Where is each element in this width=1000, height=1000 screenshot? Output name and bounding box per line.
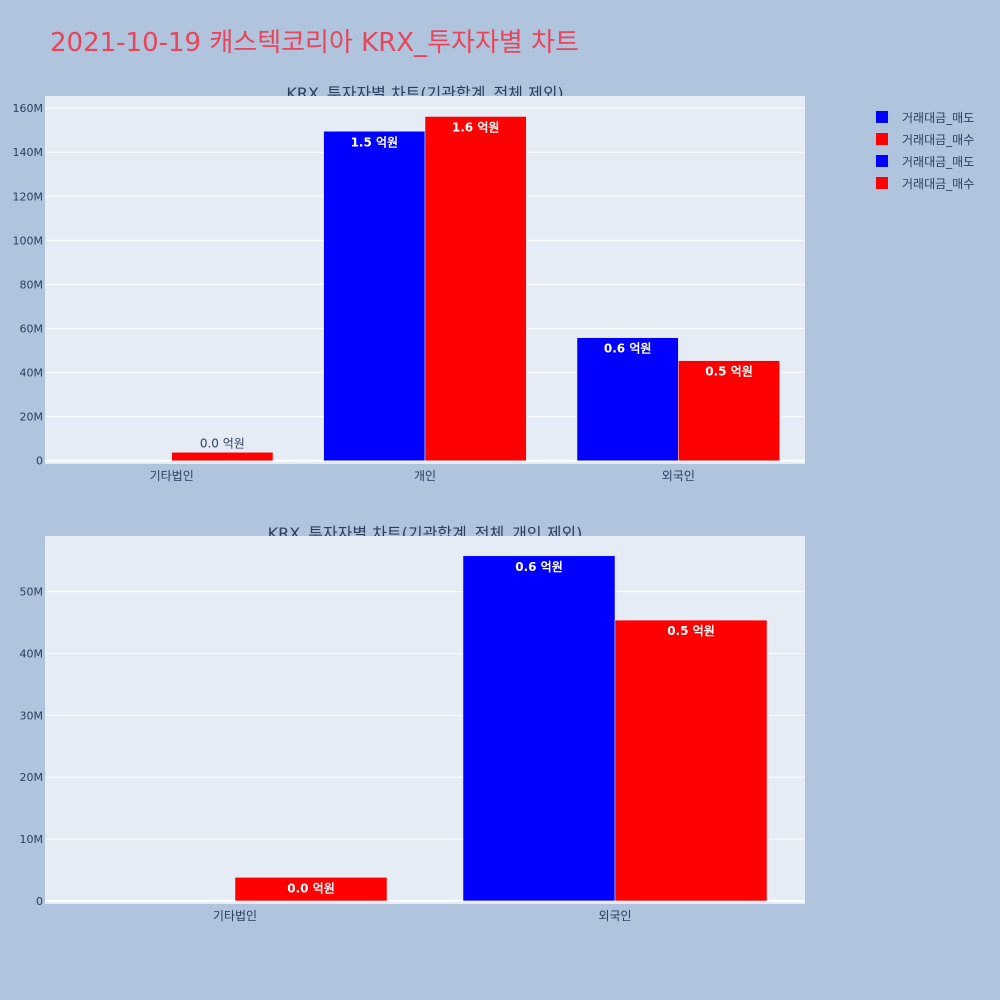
y-tick-label: 0 [36,895,43,908]
legend-label: 거래대금_매도 [902,154,975,169]
data-label: 0.5 억원 [705,365,753,379]
y-tick-label: 20M [20,771,44,784]
x-tick-label: 외국인 [662,469,695,483]
legend-label: 거래대금_매도 [902,110,975,125]
data-label: 0.0 억원 [287,881,335,895]
y-tick-label: 10M [20,833,44,846]
legend-swatch [876,177,888,189]
y-tick-label: 160M [13,102,44,115]
bar [234,877,388,902]
x-tick-label: 기타법인 [213,909,257,923]
bar [678,360,780,461]
data-label: 0.0 억원 [200,436,245,450]
y-tick-label: 40M [20,367,44,380]
legend-item[interactable]: 거래대금_매도 [876,150,974,172]
legend-item[interactable]: 거래대금_매도 [876,106,974,128]
page-title: 2021-10-19 캐스텍코리아 KRX_투자자별 차트 [50,28,579,58]
legend-label: 거래대금_매수 [902,132,975,147]
y-tick-label: 100M [13,234,44,247]
legend-label: 거래대금_매수 [902,176,975,191]
y-tick-label: 60M [20,322,44,335]
y-tick-label: 140M [13,146,44,159]
legend-swatch [876,111,888,123]
bar [576,337,679,461]
legend[interactable]: 거래대금_매도 거래대금_매수 거래대금_매도 거래대금_매수 [876,106,974,194]
y-tick-label: 50M [20,586,44,599]
legend-item[interactable]: 거래대금_매수 [876,128,974,150]
bar [323,131,426,461]
y-tick-label: 30M [20,709,44,722]
data-label: 0.6 억원 [604,342,652,356]
x-tick-label: 기타법인 [150,469,194,483]
data-label: 1.6 억원 [452,120,500,134]
y-tick-label: 20M [20,411,44,424]
x-tick-label: 개인 [414,469,436,483]
bar [614,619,768,902]
y-tick-label: 80M [20,278,44,291]
bar [462,555,616,902]
y-tick-label: 40M [20,648,44,661]
y-tick-label: 0 [36,455,43,468]
legend-item[interactable]: 거래대금_매수 [876,172,974,194]
bar [424,116,527,461]
data-label: 0.5 억원 [667,624,715,638]
y-tick-label: 120M [13,190,44,203]
legend-swatch [876,133,888,145]
data-label: 1.5 억원 [351,135,399,149]
data-label: 0.6 억원 [515,560,563,574]
x-tick-label: 외국인 [598,909,631,923]
legend-swatch [876,155,888,167]
bar [171,452,274,461]
